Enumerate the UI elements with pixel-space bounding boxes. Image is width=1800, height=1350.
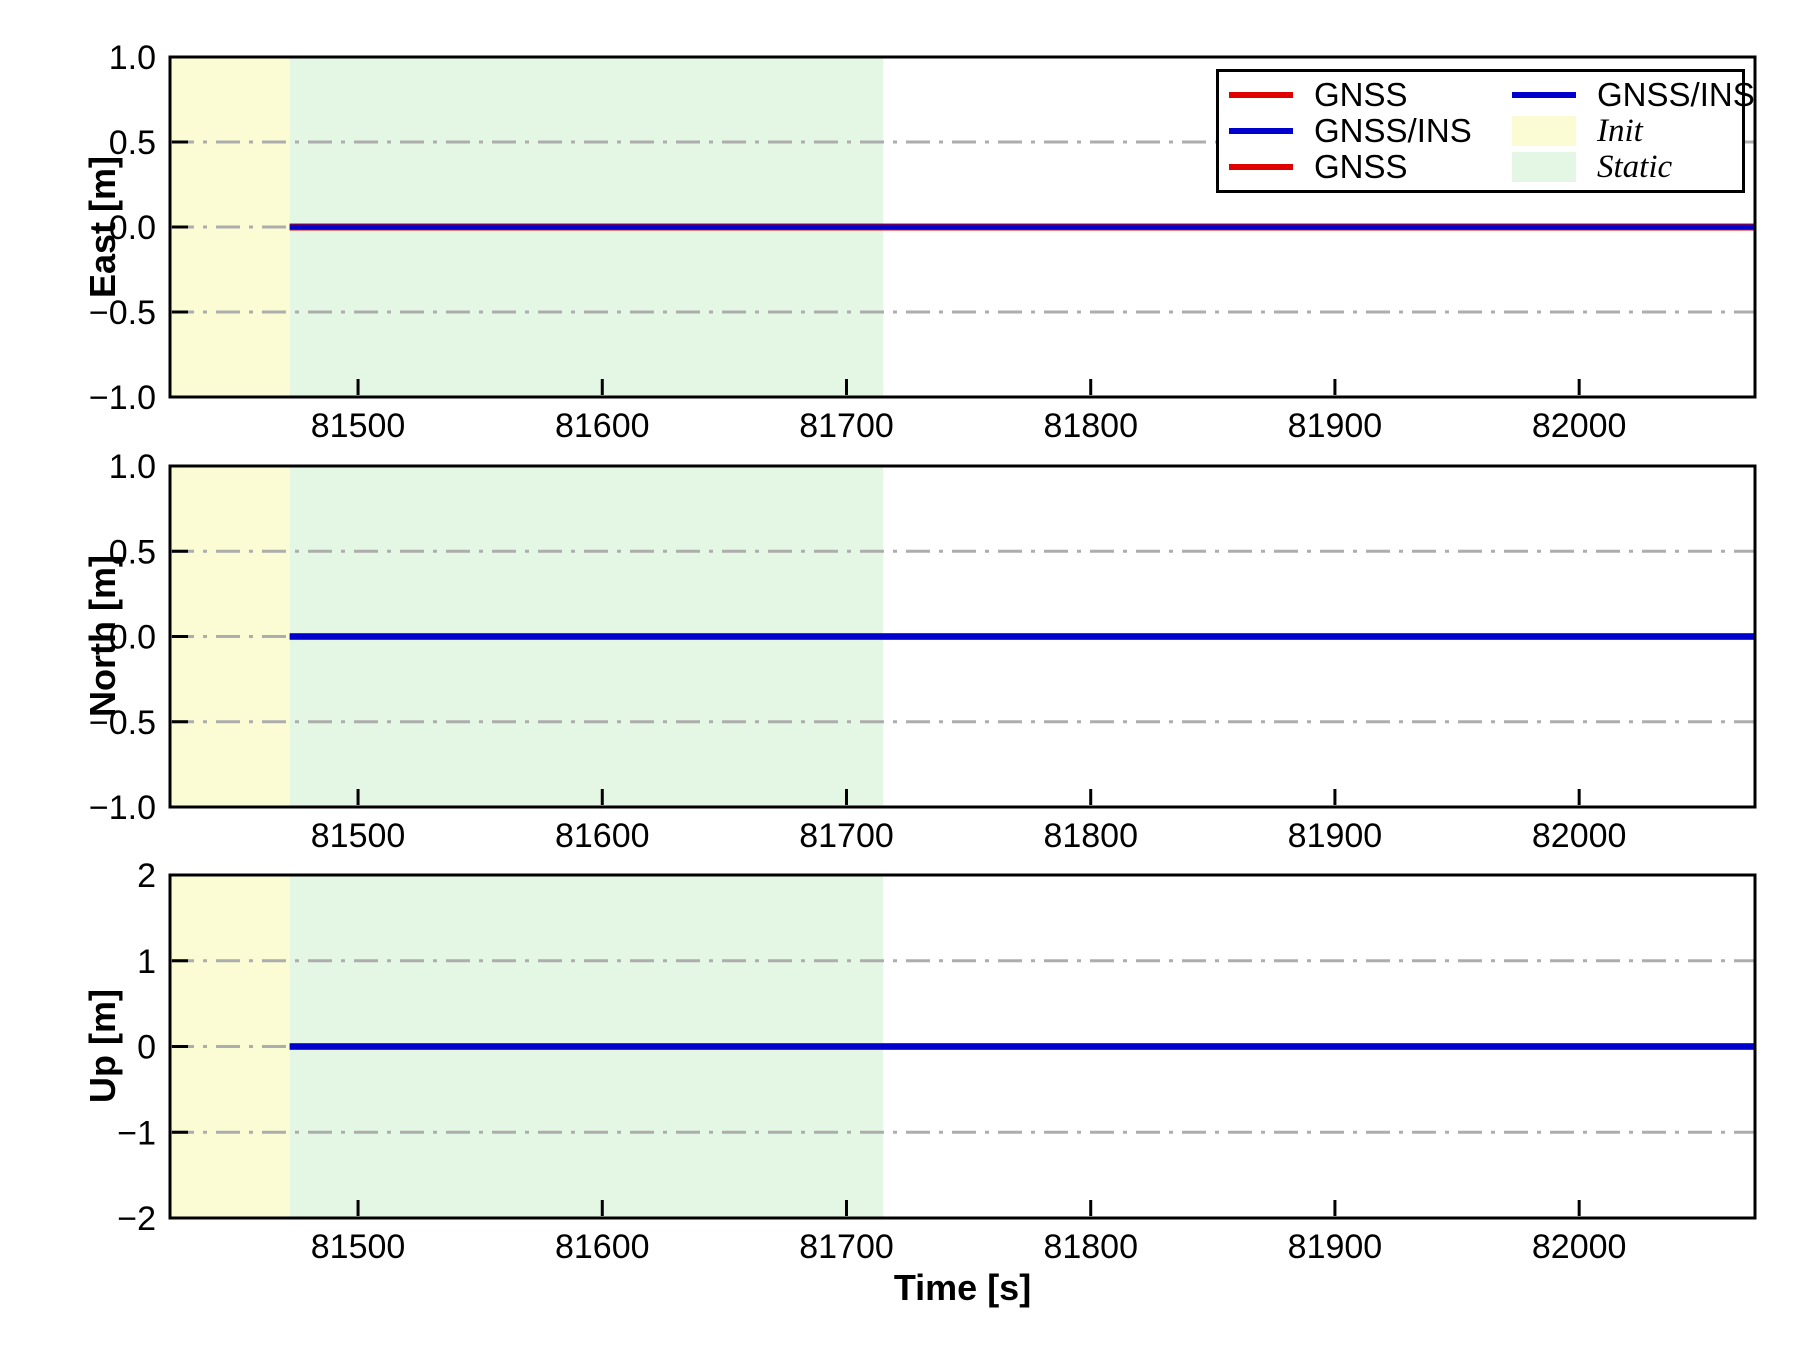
- legend-entry: GNSS: [1229, 149, 1502, 185]
- y-tick-label: 0: [137, 1029, 156, 1067]
- x-axis-label: Time [s]: [893, 1267, 1032, 1308]
- legend-label: GNSS: [1314, 76, 1408, 113]
- x-tick-label: 81900: [1288, 817, 1383, 855]
- x-tick-label: 81600: [555, 817, 650, 855]
- legend-column: GNSS GNSS/INS GNSS: [1219, 72, 1502, 190]
- y-tick-label: −1: [117, 1114, 156, 1152]
- legend-label: Init: [1597, 113, 1643, 149]
- y-tick-label: 1.0: [109, 448, 156, 486]
- x-tick-label: 81900: [1288, 1228, 1383, 1266]
- x-tick-label: 81800: [1043, 817, 1138, 855]
- y-tick-label: 2: [137, 857, 156, 895]
- subplot-east: 81500 81600 81700 81800 81900 82000 1.0 0.5 0.0 −…: [89, 39, 1757, 445]
- legend-entry: GNSS/INS: [1229, 113, 1502, 149]
- y-tick-label: 0.0: [109, 209, 156, 247]
- y-tick-label: 0.0: [109, 619, 156, 657]
- legend: GNSS GNSS/INS GNSS GNSS/INS Init Static: [1216, 69, 1755, 193]
- plot-border: [168, 55, 1757, 399]
- plot-border: [168, 873, 1757, 1220]
- y-axis-label-east: East [m]: [82, 155, 123, 299]
- x-tick-label: 82000: [1532, 1228, 1627, 1266]
- y-tick-label: −0.5: [89, 294, 156, 332]
- legend-swatch-patch: [1512, 152, 1576, 182]
- y-tick-label: 1.0: [109, 39, 156, 77]
- y-tick-label: −2: [117, 1200, 156, 1238]
- x-tick-label: 81500: [311, 407, 406, 445]
- subplot-north: 81500 81600 81700 81800 81900 82000 1.0 0.5 0.0 −…: [89, 448, 1757, 855]
- legend-label: Static: [1597, 149, 1673, 185]
- x-tick-label: 81700: [799, 817, 894, 855]
- plot-border: [168, 464, 1757, 809]
- legend-swatch-line: [1512, 92, 1576, 98]
- legend-label: GNSS/INS: [1314, 112, 1472, 149]
- x-tick-label: 81900: [1288, 407, 1383, 445]
- legend-label: GNSS/INS: [1597, 76, 1755, 113]
- legend-label: GNSS: [1314, 148, 1408, 185]
- x-tick-label: 81500: [311, 1228, 406, 1266]
- legend-column: GNSS/INS Init Static: [1502, 72, 1755, 190]
- legend-entry: GNSS: [1229, 77, 1502, 113]
- legend-swatch-line: [1229, 128, 1293, 134]
- legend-swatch-patch: [1512, 116, 1576, 146]
- subplot-up: 81500 81600 81700 81800 81900 82000 2 1 0 −1 −2: [117, 857, 1757, 1266]
- x-tick-label: 82000: [1532, 817, 1627, 855]
- y-axis-label-north: North [m]: [82, 555, 123, 717]
- y-tick-label: 1: [137, 943, 156, 981]
- x-tick-label: 82000: [1532, 407, 1627, 445]
- legend-swatch-line: [1229, 164, 1293, 170]
- y-tick-label: −1.0: [89, 789, 156, 827]
- y-tick-label: −1.0: [89, 379, 156, 417]
- y-tick-label: 0.5: [109, 533, 156, 571]
- y-tick-label: 0.5: [109, 124, 156, 162]
- x-tick-label: 81800: [1043, 407, 1138, 445]
- legend-swatch-line: [1229, 92, 1293, 98]
- x-tick-label: 81800: [1043, 1228, 1138, 1266]
- legend-entry: Static: [1512, 149, 1755, 185]
- y-axis-label-up: Up [m]: [82, 989, 123, 1103]
- x-tick-label: 81500: [311, 817, 406, 855]
- x-tick-label: 81600: [555, 407, 650, 445]
- x-tick-label: 81700: [799, 1228, 894, 1266]
- x-tick-label: 81700: [799, 407, 894, 445]
- y-tick-label: −0.5: [89, 704, 156, 742]
- x-tick-label: 81600: [555, 1228, 650, 1266]
- legend-entry: Init: [1512, 113, 1755, 149]
- legend-entry: GNSS/INS: [1512, 77, 1755, 113]
